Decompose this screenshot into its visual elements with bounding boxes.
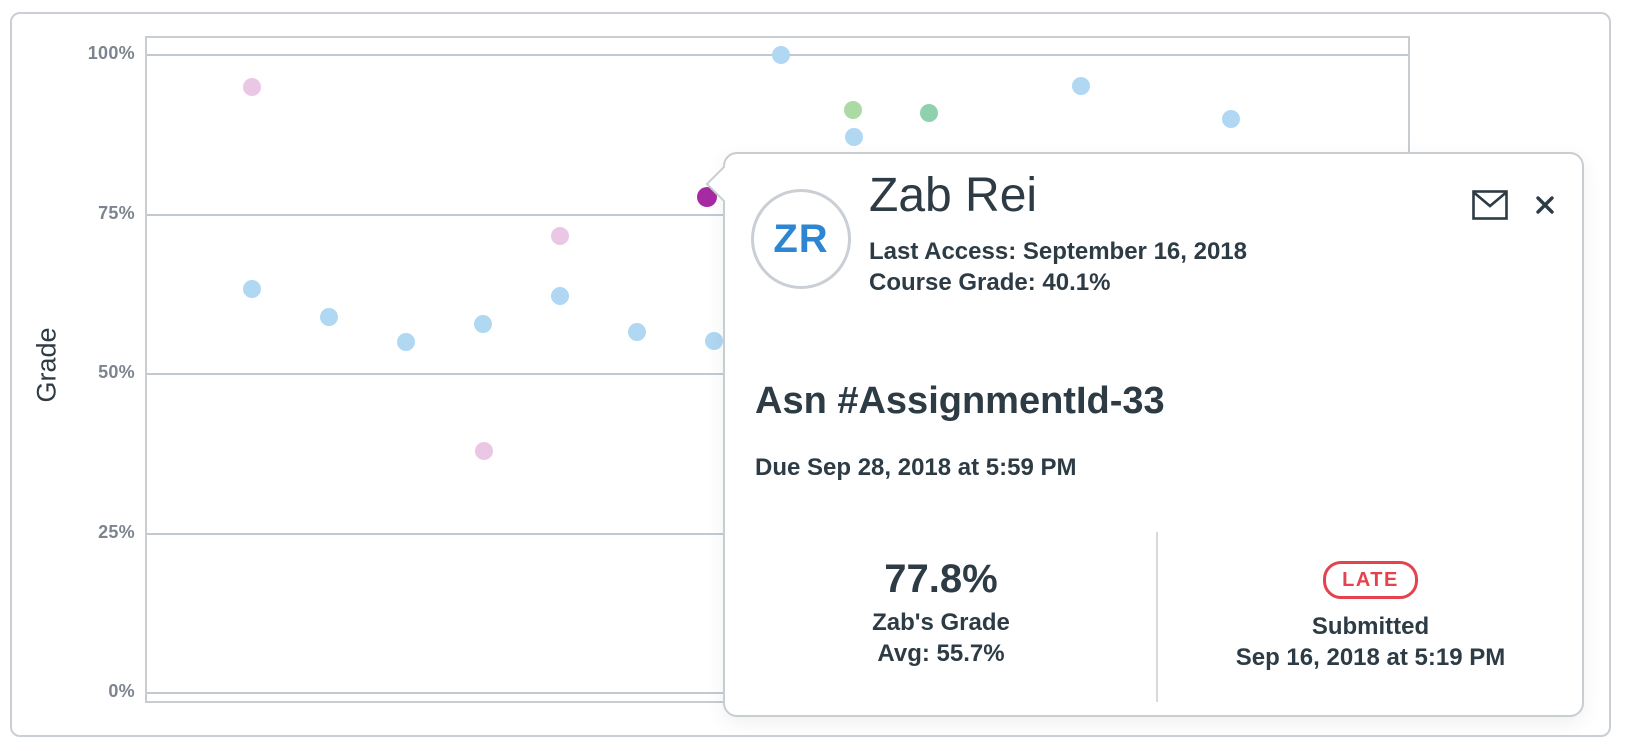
last-access: Last Access: September 16, 2018	[869, 238, 1247, 265]
data-point[interactable]	[1072, 76, 1090, 95]
assignment-due-date: Due Sep 28, 2018 at 5:59 PM	[755, 454, 1077, 481]
mail-icon	[1472, 190, 1508, 223]
data-point[interactable]	[551, 287, 569, 306]
y-tick-label: 50%	[98, 362, 135, 382]
data-point-selected[interactable]	[697, 186, 717, 207]
data-point[interactable]	[705, 331, 723, 350]
y-tick-label: 0%	[108, 681, 135, 701]
course-grade: Course Grade: 40.1%	[869, 269, 1111, 296]
message-student-button[interactable]	[1472, 190, 1508, 220]
avatar-initials: ZR	[773, 216, 829, 261]
close-button[interactable]	[1534, 194, 1556, 216]
submission-status: Submitted	[1311, 613, 1430, 640]
data-point[interactable]	[772, 46, 790, 64]
data-point[interactable]	[474, 315, 492, 334]
data-point[interactable]	[628, 322, 646, 341]
submission-stats: LATE Submitted Sep 16, 2018 at 5:19 PM	[1157, 555, 1584, 673]
student-meta: Last Access: September 16, 2018 Course G…	[869, 236, 1247, 298]
data-point[interactable]	[243, 77, 261, 96]
class-average: Avg: 55.7%	[877, 640, 1005, 667]
student-name: Zab Rei	[869, 169, 1038, 222]
avatar: ZR	[751, 189, 851, 289]
student-grade-value: 77.8%	[884, 557, 998, 601]
submission-date: Sep 16, 2018 at 5:19 PM	[1235, 644, 1506, 671]
y-tick-label: 100%	[87, 43, 135, 63]
student-info: Zab Rei Last Access: September 16, 2018 …	[869, 166, 1247, 298]
student-tray-popup: ZR Zab Rei Last Access: September 16, 20…	[705, 152, 1584, 717]
data-point[interactable]	[397, 333, 415, 352]
data-point[interactable]	[243, 280, 261, 299]
data-point[interactable]	[320, 308, 338, 327]
data-point[interactable]	[475, 441, 493, 460]
y-tick-label: 75%	[98, 202, 135, 223]
late-badge: LATE	[1323, 561, 1418, 599]
data-point[interactable]	[844, 100, 862, 119]
data-point[interactable]	[1222, 109, 1240, 128]
grade-stats: 77.8% Zab's Grade Avg: 55.7%	[725, 555, 1157, 669]
assignment-title: Asn #AssignmentId-33	[755, 380, 1165, 422]
close-icon	[1534, 196, 1556, 219]
data-point[interactable]	[845, 127, 863, 146]
data-point[interactable]	[551, 227, 569, 246]
student-grade-label: Zab's Grade	[872, 609, 1010, 636]
popup-actions	[1472, 190, 1556, 220]
y-tick-label: 25%	[98, 521, 135, 542]
data-point[interactable]	[920, 104, 938, 123]
stats-divider	[1156, 532, 1158, 702]
